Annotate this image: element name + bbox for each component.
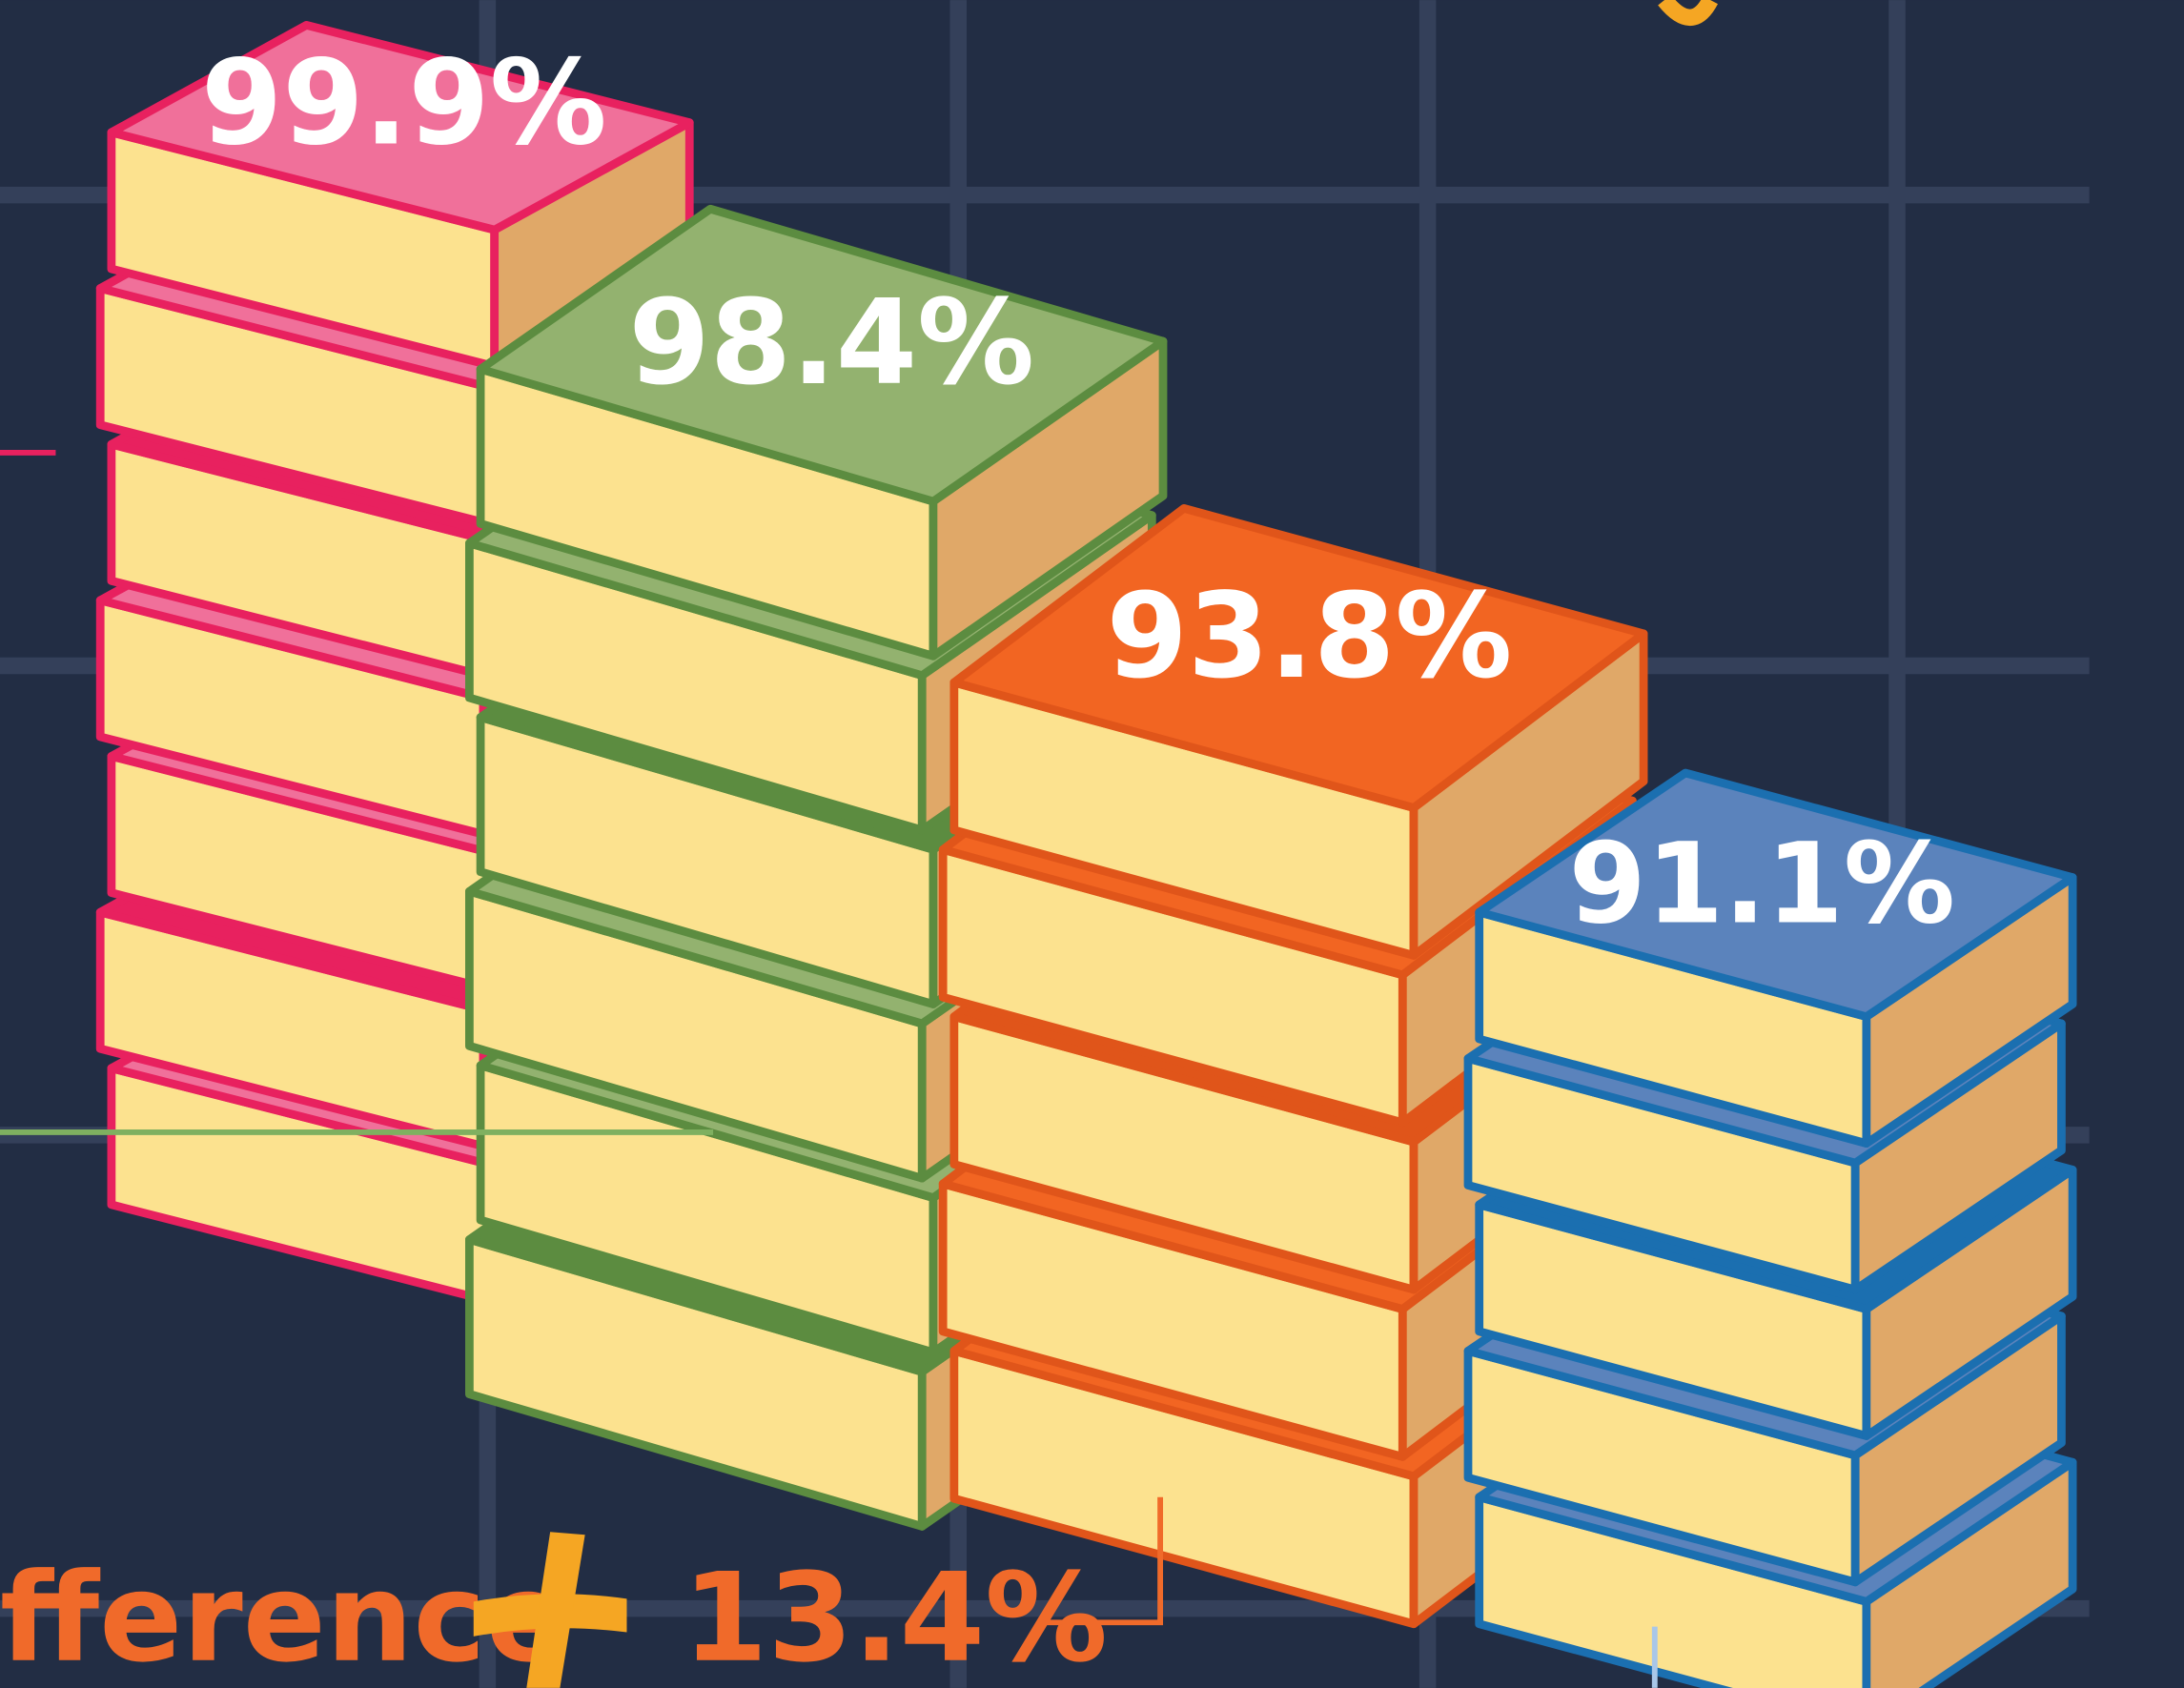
stack-label: 91.1% [1569, 819, 1955, 948]
difference-value: 13.4% [683, 1548, 1108, 1688]
stack-label: 93.8% [1107, 568, 1513, 704]
stack-label: 98.4% [628, 275, 1034, 411]
infographic: fference 13.4% 99.9%98.4%93.8%91.1% [0, 0, 2184, 1688]
page: fference 13.4% 99.9%98.4%93.8%91.1% (() … [0, 0, 2184, 1688]
stack-label: 99.9% [201, 35, 607, 172]
